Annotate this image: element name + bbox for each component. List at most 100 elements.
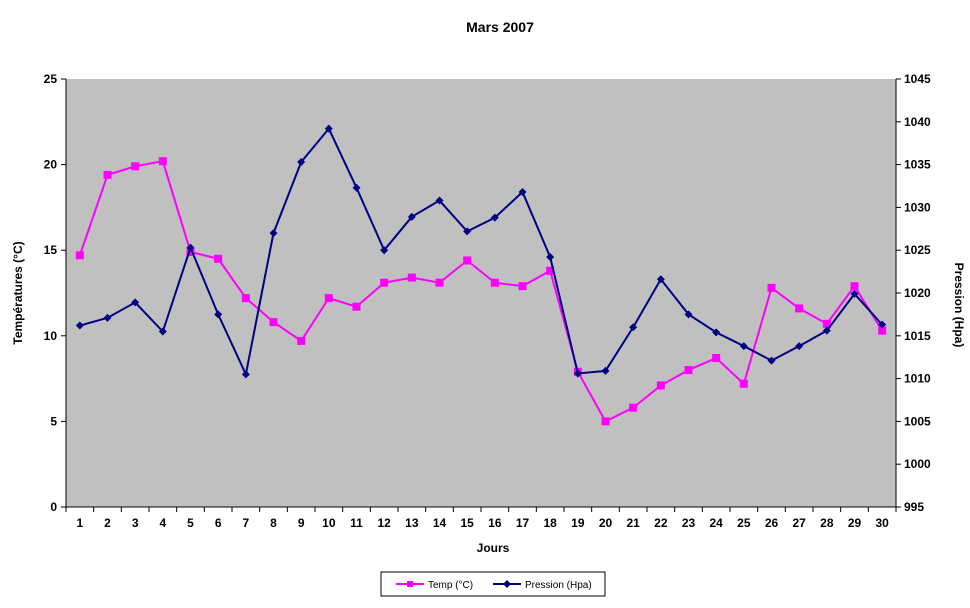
right-tick-label: 1015 [904,329,931,343]
right-tick-label: 1040 [904,115,931,129]
x-tick-label: 30 [875,516,889,530]
pression-point [131,298,140,307]
x-tick-label: 1 [76,516,83,530]
temp-point [103,170,112,179]
temp-point [407,273,416,282]
temp-point [352,302,361,311]
pression-point [380,246,389,255]
x-axis-label: Jours [477,541,510,555]
pression-point [158,327,167,336]
temp-point [214,254,223,263]
x-tick-label: 25 [737,516,751,530]
pression-point [490,213,499,222]
x-tick-label: 22 [654,516,668,530]
pression-point [241,370,250,379]
pression-point [214,310,223,319]
x-tick-label: 9 [298,516,305,530]
pression-point [297,158,306,167]
pression-point [767,356,776,365]
temp-point [656,381,665,390]
pression-point [75,321,84,330]
pression-point [518,187,527,196]
temp-point [795,304,804,313]
legend-label-temp: Temp (°C) [428,580,473,591]
temp-point [850,282,859,291]
x-tick-label: 24 [709,516,723,530]
y-axis-left-label: Températures (°C) [11,241,25,344]
legend-marker-temp [407,581,413,587]
x-tick-label: 21 [626,516,640,530]
x-tick-label: 26 [765,516,779,530]
right-tick-label: 1045 [904,72,931,86]
temp-point [131,162,140,171]
pression-point [629,323,638,332]
x-tick-label: 13 [405,516,419,530]
temp-point [158,157,167,166]
x-tick-label: 6 [215,516,222,530]
temp-point [629,403,638,412]
temp-point [546,266,555,275]
pression-point [463,227,472,236]
x-tick-label: 20 [599,516,613,530]
temp-point [712,354,721,363]
temp-point [739,379,748,388]
legend: Temp (°C) Pression (Hpa) [380,571,606,597]
left-tick-label: 25 [44,72,58,86]
x-tick-label: 10 [322,516,336,530]
temp-point [380,278,389,287]
x-tick-label: 27 [792,516,806,530]
temp-point [324,294,333,303]
legend-label-pression: Pression (Hpa) [525,580,592,591]
x-axis-ticks: 1 2 3 4 5 6 7 8 9 10 11 12 13 14 15 16 17 18 19 20 21 22 23 24 2… [65,507,897,530]
left-tick-label: 0 [50,500,57,514]
right-tick-label: 1020 [904,286,931,300]
pression-point [822,326,831,335]
x-tick-label: 28 [820,516,834,530]
temp-point [878,326,887,335]
temp-point [241,294,250,303]
temp-point [601,417,610,426]
right-axis-ticks: 995 1000 1005 1010 1015 1020 1025 1030 1035 1040 1… [896,72,931,514]
x-tick-label: 15 [460,516,474,530]
x-tick-label: 11 [350,516,363,530]
pression-point [656,275,665,284]
pression-point [601,366,610,375]
temp-point [75,251,84,260]
left-axis-ticks: 0 5 10 15 20 25 [44,72,66,514]
temp-point [518,282,527,291]
series-line-0 [78,160,884,423]
temp-point [269,318,278,327]
right-tick-label: 1000 [904,457,931,471]
right-tick-label: 1005 [904,414,931,428]
x-tick-label: 18 [543,516,557,530]
x-tick-label: 23 [682,516,696,530]
right-tick-label: 1025 [904,243,931,257]
x-tick-label: 29 [848,516,862,530]
left-tick-label: 20 [44,158,58,172]
pression-point [103,313,112,322]
x-tick-label: 8 [270,516,277,530]
right-tick-label: 1035 [904,158,931,172]
pression-point [186,243,195,252]
x-tick-label: 4 [159,516,166,530]
pression-point [795,342,804,351]
y-axis-right-label: Pression (Hpa) [952,263,966,348]
x-tick-label: 19 [571,516,585,530]
x-tick-label: 7 [242,516,249,530]
pression-point [712,328,721,337]
x-tick-label: 3 [132,516,139,530]
temp-point [684,366,693,375]
pression-point [324,124,333,133]
x-tick-label: 14 [433,516,447,530]
temp-point [435,278,444,287]
chart-title: Mars 2007 [466,19,534,35]
left-tick-label: 15 [44,243,58,257]
right-tick-label: 995 [904,500,924,514]
right-tick-label: 1010 [904,372,931,386]
temp-point [490,278,499,287]
temp-point [186,247,195,256]
x-tick-label: 16 [488,516,502,530]
pression-point [850,289,859,298]
